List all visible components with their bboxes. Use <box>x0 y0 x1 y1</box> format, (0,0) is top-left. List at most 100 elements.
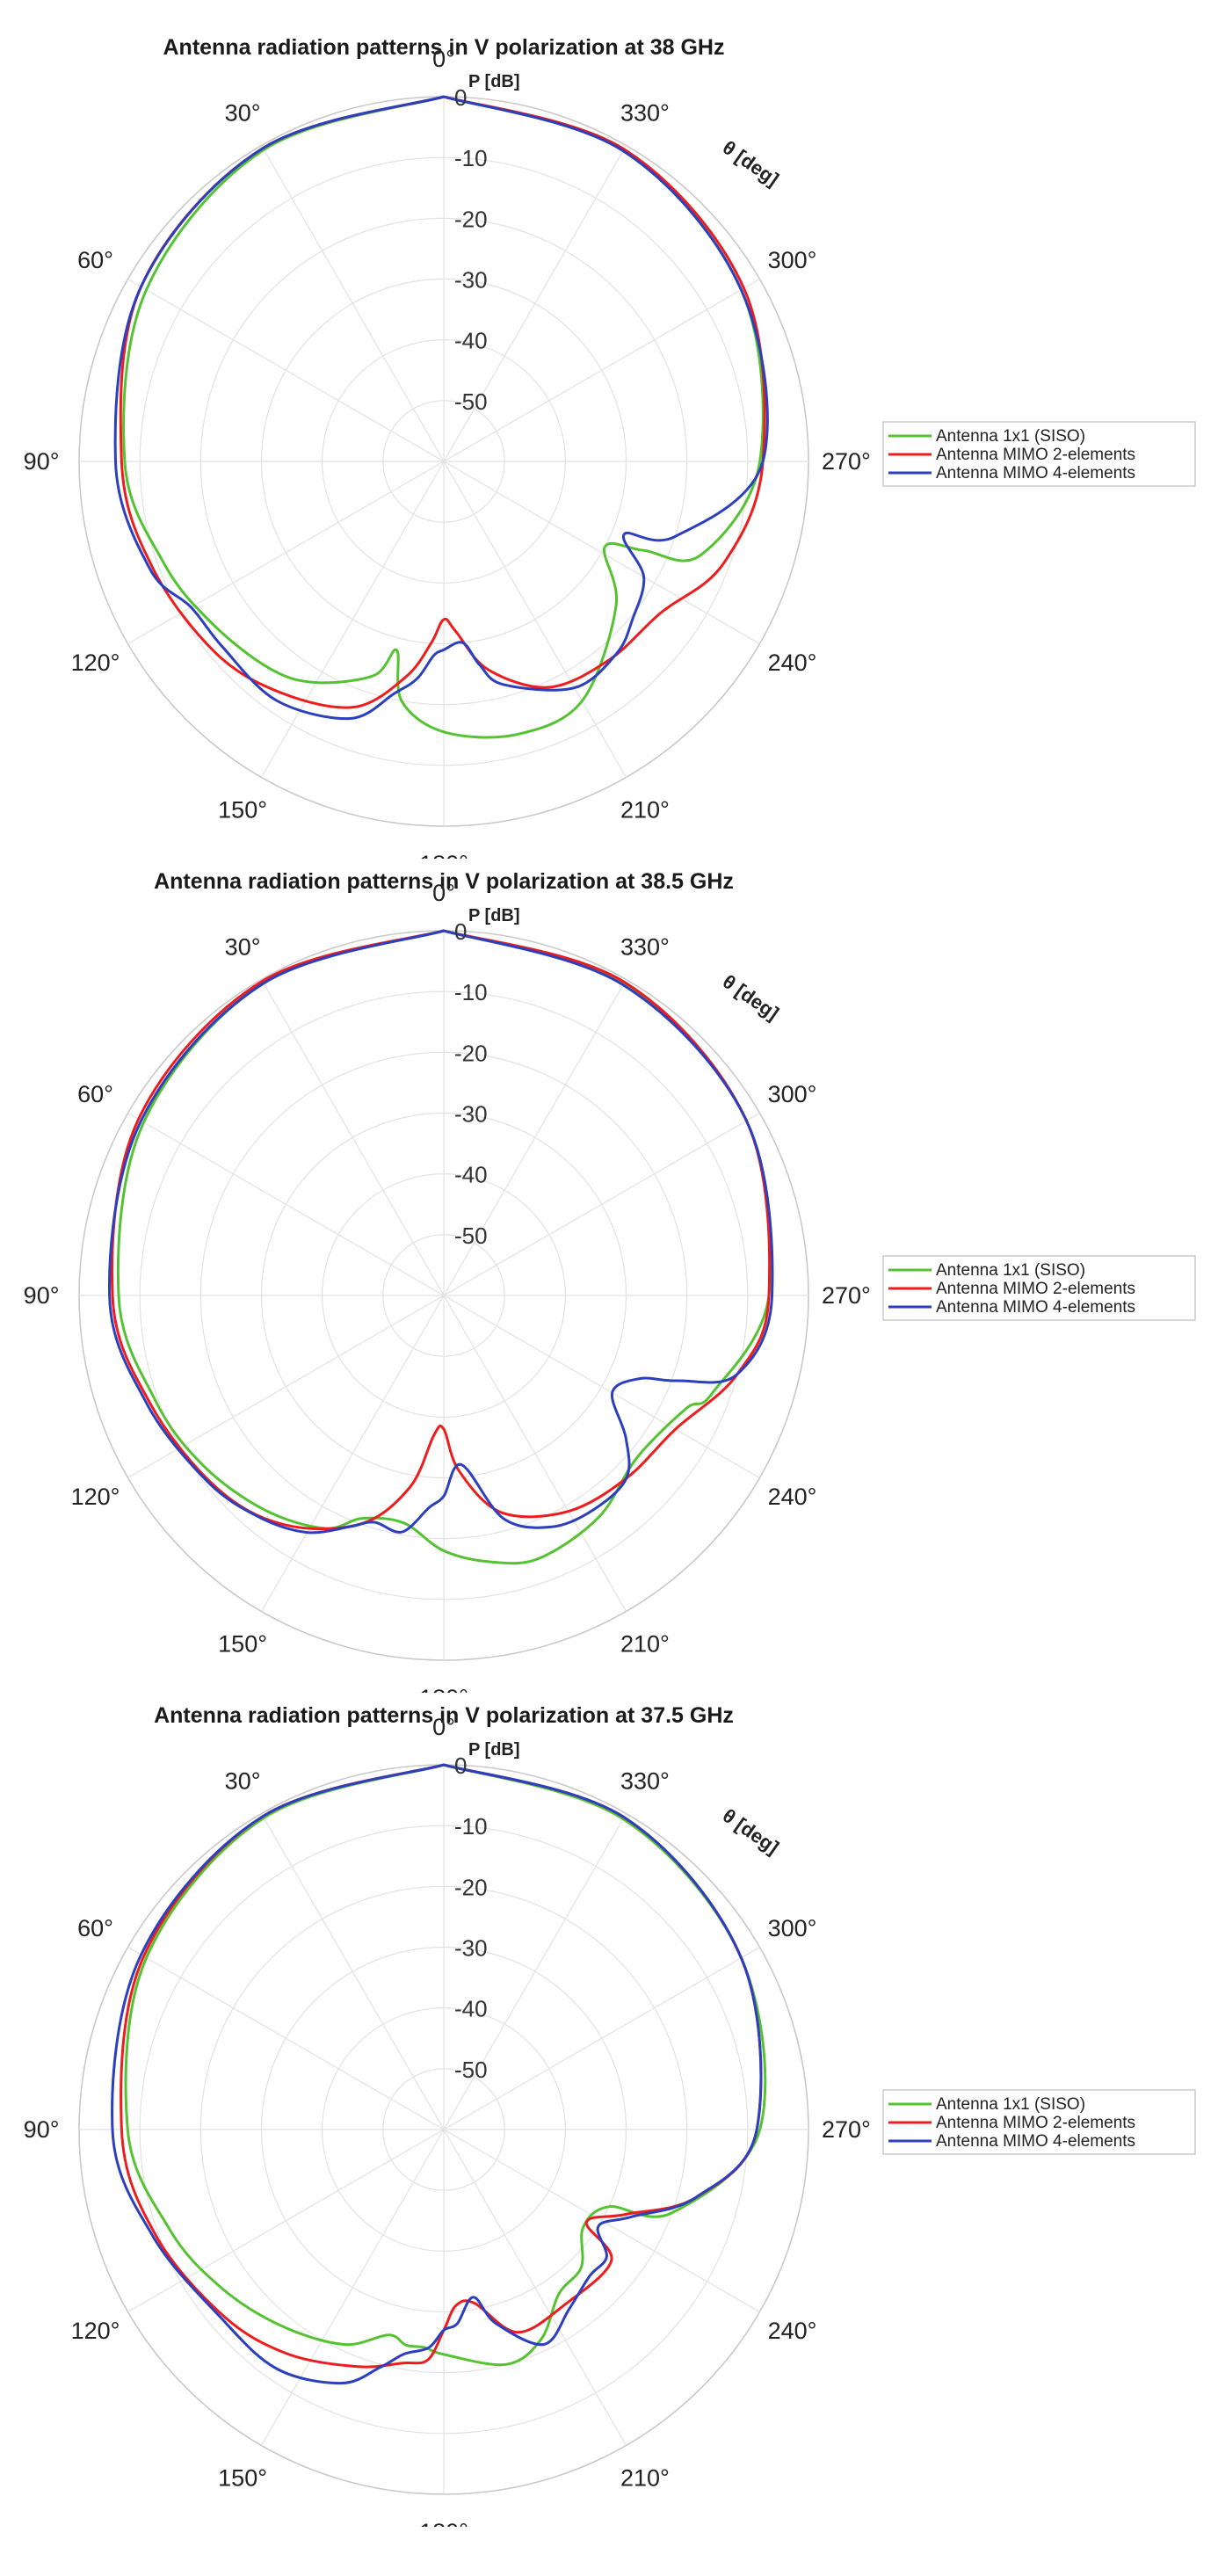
chart-title: Antenna radiation patterns in V polariza… <box>163 35 725 60</box>
theta-tick-label: 300° <box>768 1081 817 1107</box>
polar-grid <box>78 930 809 1661</box>
axis-ticks: 0° 30° 60° 90° 120° 150° 180° 210° 240° 270° 300° 3… <box>24 46 871 859</box>
theta-tick-label: 90° <box>24 448 60 475</box>
theta-tick-label: 300° <box>768 247 817 273</box>
theta-tick-label: 150° <box>218 1631 267 1658</box>
chart-panel-2: Antenna radiation patterns in V polariza… <box>0 834 1218 1693</box>
pattern-curves <box>113 95 769 739</box>
polar-grid <box>78 1764 809 2495</box>
r-tick-label: -10 <box>454 1813 488 1839</box>
r-tick-label: -30 <box>454 1101 488 1128</box>
r-tick-label: -40 <box>454 1162 488 1188</box>
theta-tick-label: 180° <box>419 2519 468 2527</box>
r-tick-label: -30 <box>454 1935 488 1962</box>
legend-box <box>882 2089 1196 2155</box>
grid-spoke <box>443 2129 760 2313</box>
pattern-curve-siso <box>124 1763 767 2367</box>
theta-tick-label: 330° <box>620 934 670 961</box>
legend: Antenna 1x1 (SISO)Antenna MIMO 2-element… <box>882 2089 1196 2155</box>
grid-spoke <box>443 2129 627 2446</box>
pattern-curve-mimo4 <box>111 1763 763 2385</box>
grid-spoke <box>443 1813 627 2130</box>
legend-entry: Antenna MIMO 4-elements <box>936 2132 1135 2151</box>
theta-tick-label: 60° <box>77 247 113 273</box>
legend-entry: Antenna MIMO 4-elements <box>936 1298 1135 1317</box>
theta-axis-label: θ [deg] <box>719 136 783 191</box>
grid-spoke <box>260 979 445 1296</box>
r-tick-label: -10 <box>454 145 488 171</box>
theta-tick-label: 120° <box>71 2318 120 2344</box>
theta-tick-label: 240° <box>768 649 817 676</box>
theta-tick-label: 120° <box>71 1484 120 1510</box>
grid-spoke <box>443 461 760 645</box>
chart-panel-1: Antenna radiation patterns in V polariza… <box>0 0 1218 859</box>
theta-tick-label: 300° <box>768 1915 817 1941</box>
r-tick-label: -10 <box>454 979 488 1005</box>
r-tick-label: -50 <box>454 1223 488 1249</box>
theta-tick-label: 120° <box>71 649 120 676</box>
chart-title: Antenna radiation patterns in V polariza… <box>154 869 734 894</box>
grid-spoke <box>443 461 627 778</box>
r-tick-label: -50 <box>454 2057 488 2083</box>
r-tick-label: -20 <box>454 1874 488 1900</box>
theta-axis-label: θ [deg] <box>719 1804 783 1859</box>
polar-chart-3: Antenna radiation patterns in V polariza… <box>24 1703 1196 2527</box>
theta-tick-label: 240° <box>768 1484 817 1510</box>
grid-spoke <box>443 1295 627 1612</box>
grid-spoke <box>443 145 627 462</box>
axis-ticks: 0° 30° 60° 90° 120° 150° 180° 210° 240° 270° 300° 3… <box>24 1714 871 2527</box>
theta-tick-label: 30° <box>225 100 261 127</box>
polar-grid <box>78 96 809 827</box>
theta-tick-label: 0° <box>432 880 455 906</box>
legend: Antenna 1x1 (SISO)Antenna MIMO 2-element… <box>882 421 1196 487</box>
legend-entry: Antenna 1x1 (SISO) <box>936 1261 1085 1280</box>
theta-tick-label: 270° <box>822 2116 871 2143</box>
legend-entry: Antenna MIMO 4-elements <box>936 464 1135 483</box>
grid-spoke <box>260 1813 445 2130</box>
theta-tick-label: 0° <box>432 46 455 72</box>
theta-tick-label: 210° <box>620 1631 670 1658</box>
r-axis-label: P [dB] <box>468 906 520 925</box>
grid-spoke <box>260 461 445 778</box>
grid-spoke <box>127 2129 445 2313</box>
grid-spoke <box>127 1295 445 1479</box>
r-tick-label: 0 <box>454 84 467 111</box>
r-tick-label: -30 <box>454 267 488 294</box>
pattern-curve-siso <box>116 929 773 1565</box>
legend-entry: Antenna MIMO 2-elements <box>936 1280 1135 1298</box>
legend-entry: Antenna MIMO 2-elements <box>936 446 1135 464</box>
legend-entry: Antenna 1x1 (SISO) <box>936 2095 1085 2114</box>
pattern-curves <box>108 929 774 1565</box>
grid-spoke <box>127 278 445 462</box>
pattern-curve-mimo4 <box>113 95 769 721</box>
chart-panel-3: Antenna radiation patterns in V polariza… <box>0 1668 1218 2527</box>
pattern-curve-siso <box>122 95 765 739</box>
theta-tick-label: 270° <box>822 448 871 475</box>
pattern-curves <box>111 1763 767 2385</box>
theta-tick-label: 0° <box>432 1714 455 1740</box>
theta-tick-label: 60° <box>77 1081 113 1107</box>
theta-tick-label: 60° <box>77 1915 113 1941</box>
theta-tick-label: 90° <box>24 2116 60 2143</box>
legend-box <box>882 1255 1196 1321</box>
r-tick-label: -40 <box>454 328 488 354</box>
theta-tick-label: 30° <box>225 934 261 961</box>
legend-entry: Antenna 1x1 (SISO) <box>936 427 1085 446</box>
r-tick-label: -50 <box>454 388 488 415</box>
theta-tick-label: 30° <box>225 1768 261 1795</box>
legend: Antenna 1x1 (SISO)Antenna MIMO 2-element… <box>882 1255 1196 1321</box>
legend-entry: Antenna MIMO 2-elements <box>936 2114 1135 2132</box>
theta-tick-label: 150° <box>218 797 267 824</box>
grid-spoke <box>443 1946 760 2130</box>
grid-spoke <box>127 1112 445 1296</box>
r-axis-label: P [dB] <box>468 72 520 91</box>
grid-spoke <box>127 461 445 645</box>
theta-tick-label: 150° <box>218 2465 267 2492</box>
r-axis-label: P [dB] <box>468 1740 520 1760</box>
pattern-curve-mimo2 <box>119 95 766 709</box>
legend-box <box>882 421 1196 487</box>
theta-tick-label: 330° <box>620 1768 670 1795</box>
chart-title: Antenna radiation patterns in V polariza… <box>154 1703 734 1728</box>
theta-tick-label: 270° <box>822 1282 871 1309</box>
r-tick-label: -40 <box>454 1996 488 2022</box>
